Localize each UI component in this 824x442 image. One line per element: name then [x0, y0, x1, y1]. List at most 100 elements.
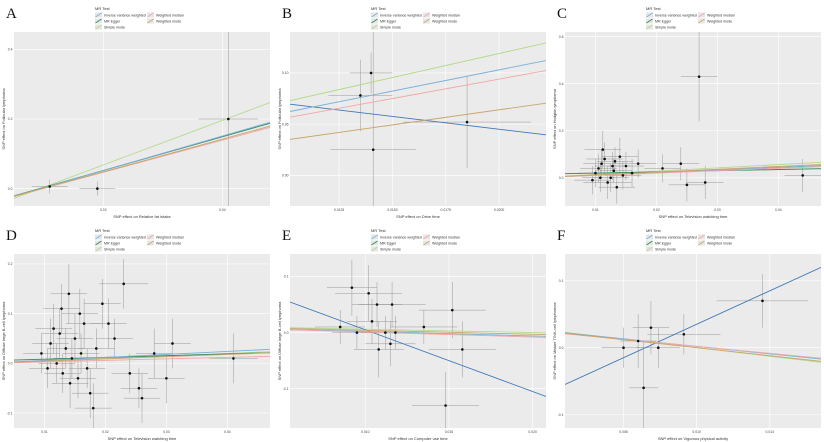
data-point	[461, 348, 464, 351]
legend-title: MR Test	[371, 6, 386, 11]
data-point	[597, 167, 600, 170]
x-tick-label: 0.010	[692, 430, 701, 434]
data-point	[697, 75, 701, 78]
legend-key-line	[646, 234, 653, 240]
panel-letter: E	[282, 228, 291, 244]
y-tick-label: 0.0	[559, 176, 564, 180]
legend-key-line	[423, 12, 430, 18]
data-point	[375, 303, 379, 306]
data-point	[232, 357, 235, 360]
data-points	[40, 282, 235, 410]
regression-line-inverse-variance-weighted	[14, 121, 270, 197]
x-tick-label: 0.04	[224, 430, 231, 434]
legend-key-line	[423, 234, 430, 240]
data-point	[465, 120, 469, 124]
data-point	[350, 286, 354, 289]
x-axis-title: SNP effect on Relative fat intake	[113, 214, 171, 219]
x-tick-label: 0.0200	[494, 208, 504, 212]
plot-area	[290, 254, 546, 428]
y-tick-label: 0.2	[8, 262, 13, 266]
data-point	[609, 176, 613, 180]
legend-label: Inverse variance weighted	[655, 13, 697, 17]
regression-line-inverse-variance-weighted	[290, 60, 546, 112]
data-point	[85, 367, 89, 370]
regression-line-weighted-mode	[565, 332, 821, 362]
regression-line-mr-egger	[565, 266, 821, 385]
legend-item: Simple mode	[646, 24, 676, 30]
legend: MR Test Inverse variance weighted MR Egger…	[95, 228, 184, 252]
legend-title: MR Test	[371, 228, 386, 233]
data-point	[76, 376, 80, 380]
data-point	[444, 404, 447, 407]
chart-panel-f: F MR Test Inverse variance weighted MR Egge…	[552, 228, 821, 441]
data-point	[703, 181, 707, 184]
legend-label: Weighted median	[156, 13, 184, 17]
x-tick-label: 0.010	[361, 430, 370, 434]
data-point	[171, 342, 174, 345]
regression-line-weighted-median	[14, 355, 270, 364]
data-point	[64, 347, 68, 350]
data-point	[40, 352, 43, 355]
legend-key-line	[95, 24, 102, 30]
legend-item: Inverse variance weighted	[95, 12, 146, 18]
data-point	[355, 331, 359, 334]
legend-item: Weighted median	[423, 234, 460, 240]
legend-label: Inverse variance weighted	[104, 235, 146, 239]
legend-key-line	[698, 234, 705, 240]
regression-line-weighted-median	[290, 70, 546, 118]
legend: MR Test Inverse variance weighted MR Egger…	[95, 6, 184, 30]
legend-item: Weighted mode	[698, 18, 732, 24]
chart-panel-b: B MR Test Inverse variance weighted MR Egge…	[277, 6, 546, 219]
y-axis-title: SNP effect on Follicular lymphoma	[277, 88, 282, 150]
legend-item: Weighted median	[698, 234, 735, 240]
x-axis-title: SNP effect on Television watching time	[108, 436, 177, 441]
data-point	[679, 162, 683, 165]
regression-line-simple-mode	[290, 327, 546, 334]
legend-label: MR Egger	[380, 19, 397, 23]
legend-key-line	[147, 240, 154, 246]
regression-lines	[290, 42, 546, 140]
data-point	[88, 391, 92, 395]
legend-label: Weighted median	[707, 235, 735, 239]
legend-item: Inverse variance weighted	[646, 234, 697, 240]
data-point	[55, 362, 58, 365]
x-tick-label: 0.03	[163, 430, 170, 434]
regression-line-weighted-mode	[14, 125, 270, 197]
legend-title: MR Test	[646, 228, 661, 233]
y-tick-label: 0.0	[8, 187, 13, 191]
y-axis-title: SNP effect on Mature T/NK-cell lymphomas	[552, 302, 557, 379]
legend-key-line	[147, 12, 154, 18]
x-tick-label: 0.03	[714, 208, 721, 212]
legend-key-line	[95, 18, 102, 24]
legend-label: Weighted median	[156, 235, 184, 239]
legend: MR Test Inverse variance weighted MR Egger…	[371, 6, 460, 30]
legend-key-line	[646, 240, 653, 246]
chart-panel-a: A MR Test Inverse variance weighted MR Egge…	[1, 6, 270, 219]
legend-key-line	[646, 246, 653, 252]
x-tick-label: 0.014	[766, 430, 775, 434]
data-point	[761, 299, 764, 303]
legend-item: Weighted mode	[147, 18, 181, 24]
data-point	[389, 342, 392, 346]
data-point	[338, 325, 342, 329]
data-point	[107, 322, 110, 325]
y-tick-label: 0.4	[559, 82, 564, 86]
x-tick-label: 0.01	[41, 430, 48, 434]
legend-item: Inverse variance weighted	[95, 234, 146, 240]
chart-panel-c: C MR Test Inverse variance weighted MR Egge…	[552, 6, 821, 219]
data-point	[68, 381, 72, 385]
data-point	[451, 308, 454, 312]
data-point	[96, 187, 99, 190]
data-point	[101, 302, 104, 306]
legend-label: Weighted mode	[156, 19, 181, 23]
data-point	[656, 346, 660, 349]
legend-item: Weighted mode	[698, 240, 732, 246]
data-point	[649, 326, 653, 329]
data-point	[422, 325, 426, 329]
data-point	[79, 352, 83, 355]
legend-item: Inverse variance weighted	[371, 12, 422, 18]
y-tick-label: -0.1	[283, 387, 289, 391]
legend-item: Simple mode	[371, 24, 401, 30]
legend-label: Simple mode	[655, 247, 676, 251]
data-point	[78, 312, 82, 315]
